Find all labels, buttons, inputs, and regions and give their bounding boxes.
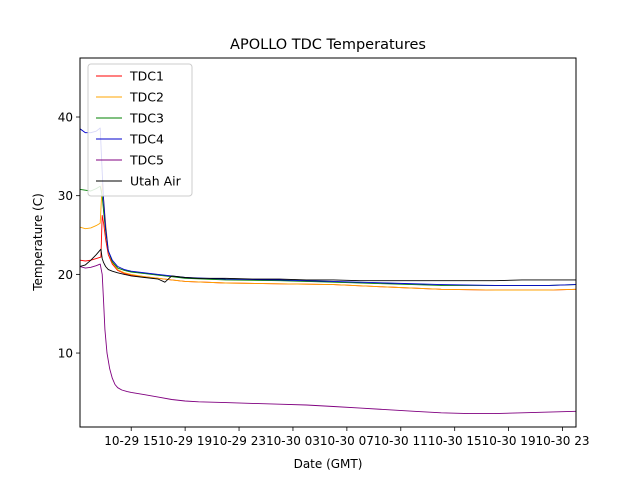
y-axis-label: Temperature (C) (31, 193, 45, 292)
legend-label: TDC5 (129, 153, 164, 168)
y-tick-label: 40 (58, 111, 73, 125)
series-line-utah-air (80, 248, 576, 283)
axes-frame (79, 57, 577, 428)
legend-label: Utah Air (130, 174, 182, 189)
x-axis-label: Date (GMT) (294, 457, 363, 471)
y-tick-label: 30 (58, 189, 73, 203)
x-tick-label: 10-30 11 (374, 434, 428, 448)
series-line-tdc2 (80, 183, 576, 291)
x-tick-label: 10-30 07 (320, 434, 374, 448)
series-line-tdc5 (80, 263, 576, 415)
y-tick-label: 20 (58, 268, 73, 282)
legend: TDC1 TDC2 TDC3 TDC4 TDC5 Utah Air (87, 63, 193, 197)
x-tick-label: 10-30 15 (428, 434, 482, 448)
legend-label: TDC3 (129, 111, 164, 126)
legend-label: TDC2 (129, 90, 164, 105)
x-tick-label: 10-30 19 (482, 434, 536, 448)
y-tick-label: 10 (58, 347, 73, 361)
x-tick-label: 10-29 19 (158, 434, 212, 448)
x-tick-label: 10-30 03 (266, 434, 320, 448)
x-tick-label: 10-29 23 (212, 434, 266, 448)
x-tick-label: 10-29 15 (104, 434, 158, 448)
legend-label: TDC4 (129, 132, 164, 147)
x-tick-label: 10-30 23 (536, 434, 590, 448)
legend-label: TDC1 (129, 69, 164, 84)
chart-title: APOLLO TDC Temperatures (230, 37, 426, 53)
